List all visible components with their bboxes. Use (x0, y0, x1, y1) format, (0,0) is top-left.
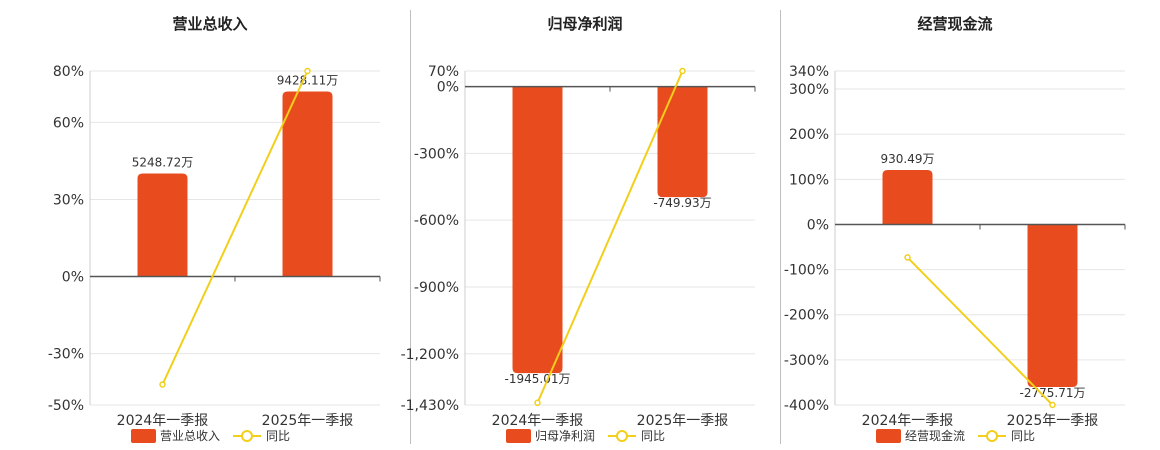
chart-net-profit: 归母净利润 70%0% -300% -600% -900% -1,200% -1,430% -… (401, 15, 756, 443)
line-point (534, 399, 541, 407)
series-line (906, 256, 1054, 406)
line-point (1049, 401, 1056, 409)
bar (1027, 224, 1078, 387)
y-tick-label: -300% (784, 353, 829, 369)
y-tick-label: -30% (48, 347, 84, 363)
y-tick-label: 70% (428, 64, 459, 80)
legend-swatch-point (986, 430, 998, 442)
y-tick-label: -200% (784, 308, 829, 324)
x-tick-label: 2025年一季报 (1007, 413, 1099, 429)
y-tick-label: 300% (789, 82, 829, 98)
bar (512, 86, 563, 374)
series-line (536, 70, 684, 404)
bar (882, 169, 933, 225)
bar-value-label: 5248.72万 (132, 156, 194, 170)
legend-label: 同比 (1011, 429, 1035, 443)
y-tick-label: -1,430% (401, 398, 459, 414)
line-point (904, 254, 911, 261)
y-tick-label: -1,200% (401, 347, 459, 363)
legend-label: 经营现金流 (905, 428, 965, 443)
y-tick-label: -100% (784, 263, 829, 279)
legend-label: 营业总收入 (160, 429, 220, 443)
bar-value-label: 9428.11万 (277, 74, 339, 88)
bar (282, 91, 333, 277)
chart-operating-cashflow: 经营现金流 340% 300% 200% 100% 0% -100% -200% -300% -4… (784, 15, 1126, 443)
x-tick-label: 2024年一季报 (492, 413, 584, 429)
legend-label: 同比 (641, 429, 665, 443)
line-point (304, 67, 311, 75)
y-tick-label: 100% (789, 172, 829, 188)
legend-label: 同比 (266, 429, 290, 443)
y-tick-label: 30% (53, 192, 84, 208)
x-tick-label: 2025年一季报 (262, 413, 354, 429)
line-point (679, 67, 686, 75)
bar-value-label: -2775.71万 (1020, 386, 1086, 400)
legend-swatch-bar (876, 429, 901, 443)
legend-swatch-point (616, 430, 628, 442)
y-tick-label: -300% (414, 146, 459, 162)
legend-swatch-bar (131, 429, 156, 443)
y-tick-label: 340% (789, 64, 829, 80)
y-tick-label: 0% (807, 217, 829, 233)
y-tick-label: -50% (48, 398, 84, 414)
y-tick-label: 0% (62, 270, 84, 286)
bar (137, 173, 188, 277)
legend-swatch-point (241, 430, 253, 442)
bar-value-label: 930.49万 (881, 152, 935, 166)
y-tick-label: -600% (414, 213, 459, 229)
x-tick-label: 2024年一季报 (862, 413, 954, 429)
chart-revenue: 营业总收入 80% 60% 30% 0% -30% -50% 5248.72万 9428.11万… (48, 15, 381, 443)
legend-label: 归母净利润 (535, 429, 595, 443)
y-tick-label: 80% (53, 64, 84, 80)
y-tick-label: -900% (414, 280, 459, 296)
y-tick-label: 60% (53, 115, 84, 131)
bar-value-label: -1945.01万 (505, 372, 571, 386)
series-line (161, 70, 309, 385)
chart-title: 经营现金流 (917, 15, 992, 33)
bar (657, 86, 708, 198)
x-tick-label: 2025年一季报 (637, 413, 729, 429)
panel-divider (410, 10, 411, 444)
legend-swatch-bar (506, 429, 531, 443)
chart-title: 归母净利润 (547, 15, 622, 33)
x-tick-label: 2024年一季报 (117, 413, 209, 429)
bar-value-label: -749.93万 (653, 196, 711, 210)
y-tick-label: 200% (789, 127, 829, 143)
panel-divider (780, 10, 781, 444)
y-tick-label: -400% (784, 398, 829, 414)
y-tick-label: 0% (437, 80, 459, 96)
line-point (159, 381, 166, 388)
chart-title: 营业总收入 (172, 15, 247, 33)
